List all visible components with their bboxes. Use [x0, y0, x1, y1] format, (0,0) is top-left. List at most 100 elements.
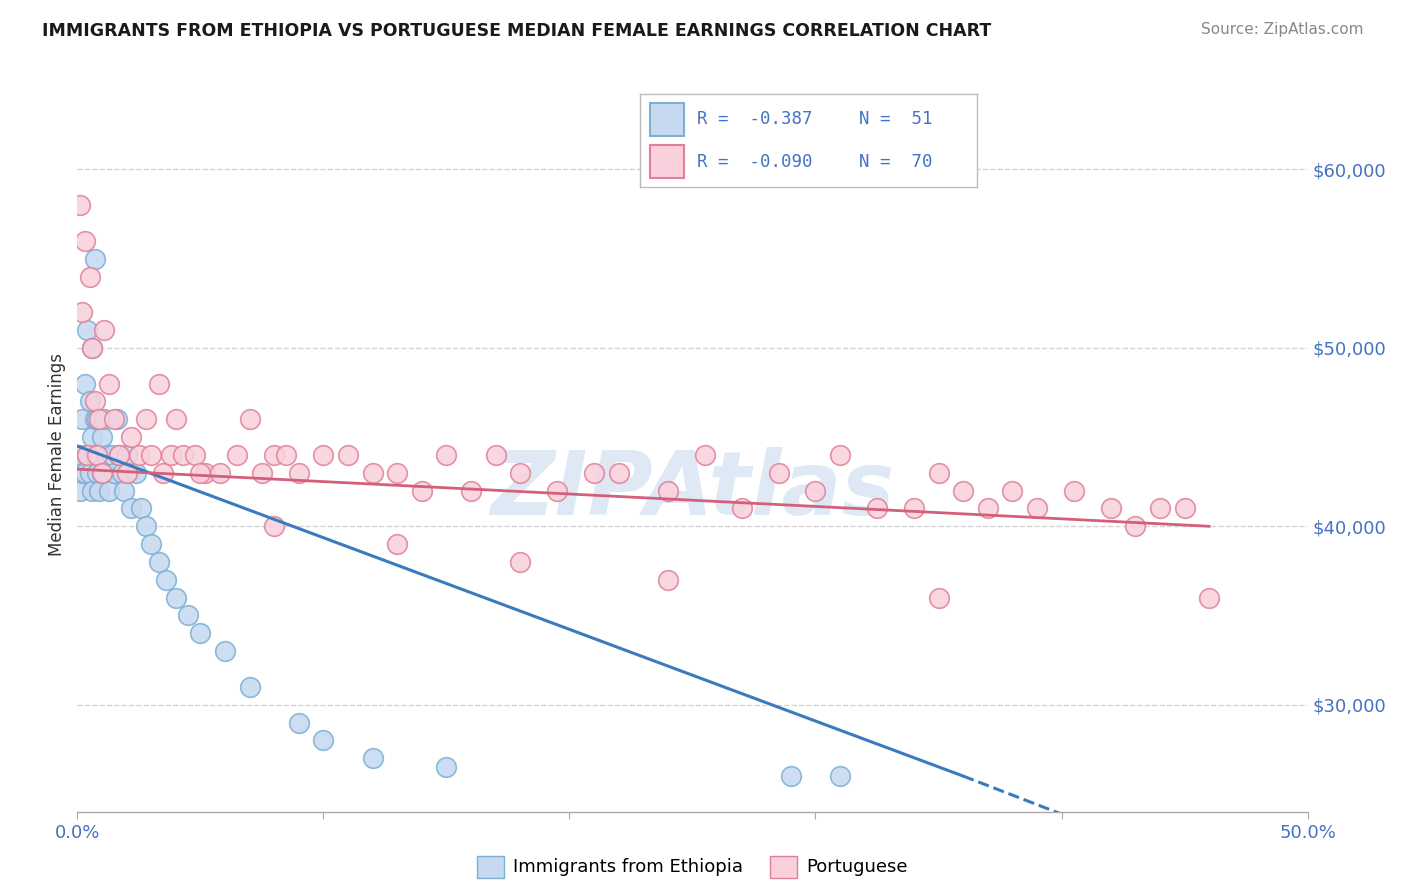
Point [411, 483, 433, 498]
Bar [650, 103, 683, 136]
Point [101, 448, 124, 462]
Point [131, 501, 153, 516]
Point [90, 466, 114, 480]
Point [1149, 501, 1171, 516]
Point [105, 412, 128, 426]
Point [693, 448, 716, 462]
Text: N =  51: N = 51 [859, 111, 932, 128]
Point [93, 323, 115, 337]
Point [928, 591, 950, 605]
Point [155, 573, 177, 587]
Point [1174, 501, 1197, 516]
Point [583, 466, 606, 480]
Point [115, 448, 138, 462]
Point [89, 448, 111, 462]
Point [90, 466, 114, 480]
Point [436, 760, 458, 774]
Point [165, 591, 187, 605]
Point [135, 412, 157, 426]
Point [239, 412, 262, 426]
Point [731, 501, 754, 516]
Point [509, 555, 531, 569]
Point [73, 376, 96, 391]
Point [263, 519, 285, 533]
Point [276, 448, 298, 462]
Point [1026, 501, 1049, 516]
Text: R =  -0.090: R = -0.090 [697, 153, 813, 170]
Point [657, 483, 679, 498]
Point [115, 466, 138, 480]
Point [83, 412, 105, 426]
Point [928, 466, 950, 480]
Point [288, 466, 311, 480]
Point [387, 466, 409, 480]
Point [1198, 591, 1220, 605]
Point [76, 323, 98, 337]
Point [70, 305, 93, 319]
Text: IMMIGRANTS FROM ETHIOPIA VS PORTUGUESE MEDIAN FEMALE EARNINGS CORRELATION CHART: IMMIGRANTS FROM ETHIOPIA VS PORTUGUESE M… [42, 22, 991, 40]
Point [1001, 483, 1024, 498]
Point [1099, 501, 1122, 516]
Point [165, 412, 187, 426]
Point [103, 466, 125, 480]
Point [83, 394, 105, 409]
Point [866, 501, 889, 516]
Point [312, 733, 335, 747]
Point [69, 198, 91, 212]
Point [780, 769, 803, 783]
Point [83, 448, 105, 462]
Point [1063, 483, 1085, 498]
Point [830, 448, 852, 462]
Point [96, 448, 118, 462]
Point [89, 412, 111, 426]
Point [98, 376, 121, 391]
Point [70, 412, 93, 426]
Point [546, 483, 568, 498]
Point [121, 430, 143, 444]
Point [73, 234, 96, 248]
Point [108, 448, 131, 462]
Point [76, 448, 98, 462]
Point [76, 448, 98, 462]
Point [337, 448, 360, 462]
Point [194, 466, 217, 480]
Point [239, 680, 262, 694]
Text: ZIPAtlas: ZIPAtlas [491, 447, 894, 534]
Point [70, 466, 93, 480]
Point [141, 537, 163, 551]
Point [177, 608, 200, 623]
Point [135, 519, 157, 533]
Point [83, 252, 105, 266]
Point [460, 483, 482, 498]
Point [977, 501, 1000, 516]
Point [90, 430, 114, 444]
Point [250, 466, 273, 480]
Point [112, 483, 135, 498]
Point [804, 483, 827, 498]
Point [361, 751, 384, 765]
Point [111, 466, 132, 480]
Text: N =  70: N = 70 [859, 153, 932, 170]
Point [82, 483, 104, 498]
Point [387, 537, 409, 551]
Point [69, 483, 91, 498]
Point [485, 448, 508, 462]
Legend: Immigrants from Ethiopia, Portuguese: Immigrants from Ethiopia, Portuguese [470, 848, 915, 885]
Point [830, 769, 852, 783]
Point [82, 430, 104, 444]
Point [160, 448, 183, 462]
Point [226, 448, 249, 462]
Point [86, 448, 108, 462]
Point [172, 448, 194, 462]
Point [69, 448, 91, 462]
Point [125, 466, 148, 480]
Point [82, 341, 104, 355]
Point [263, 448, 285, 462]
Point [312, 448, 335, 462]
Point [768, 466, 790, 480]
Point [89, 483, 111, 498]
Point [103, 412, 125, 426]
Point [82, 341, 104, 355]
Bar [650, 145, 683, 178]
Point [903, 501, 925, 516]
